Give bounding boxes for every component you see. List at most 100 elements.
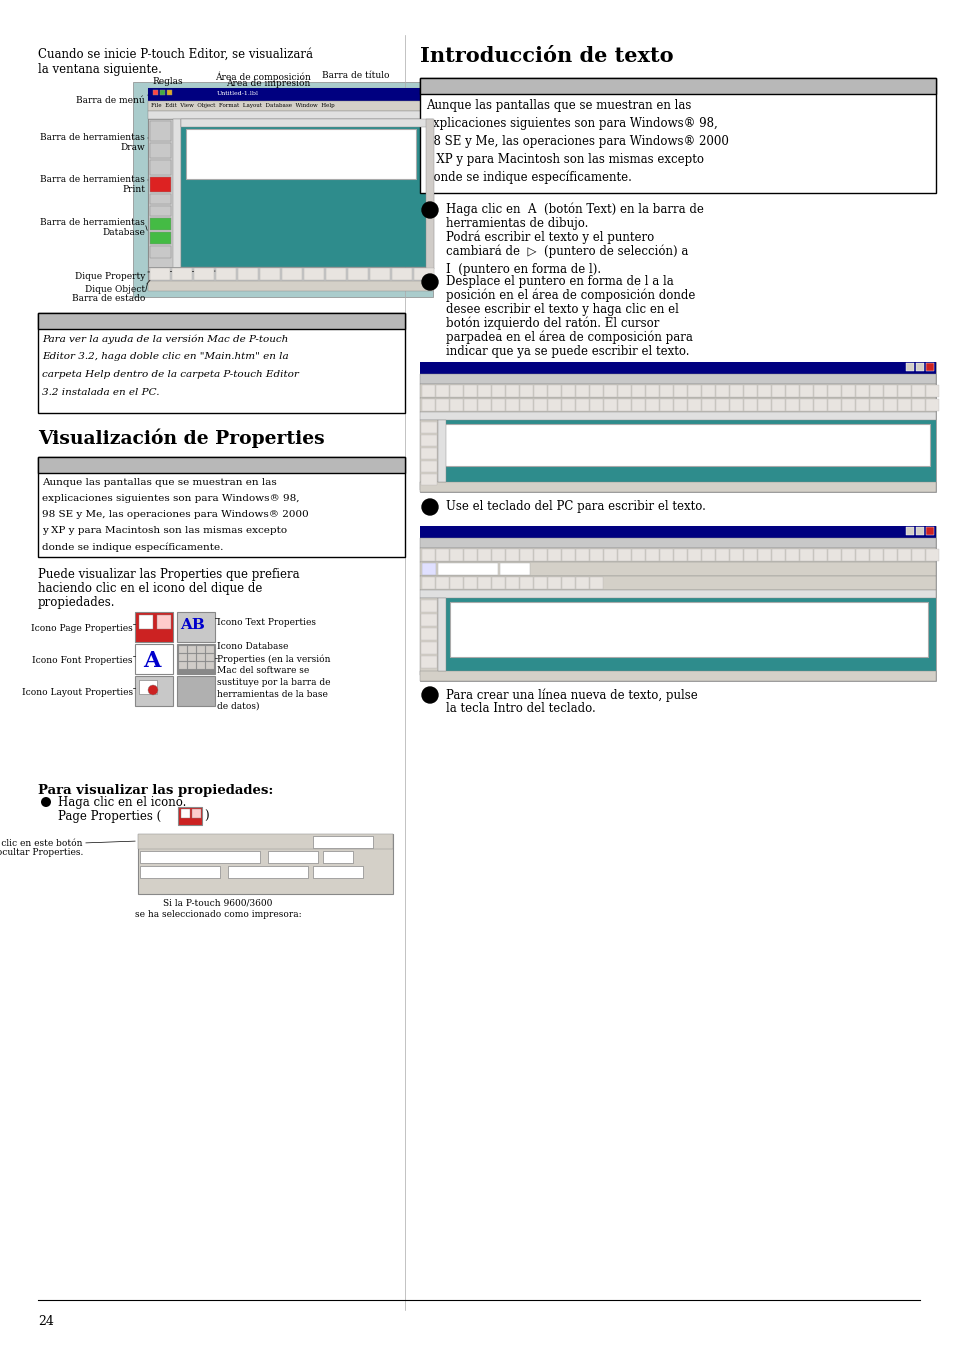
Bar (437, 599, 935, 671)
Text: herramientas de la base: herramientas de la base (216, 690, 328, 700)
Bar (206, 662, 213, 669)
Circle shape (421, 274, 437, 290)
Bar (534, 386, 546, 398)
Bar (631, 549, 644, 561)
Bar (192, 809, 201, 818)
Text: Database: Database (102, 228, 145, 237)
Bar (436, 549, 449, 561)
Bar (419, 538, 935, 549)
Bar (603, 386, 617, 398)
Bar (188, 662, 195, 669)
Bar (813, 549, 826, 561)
Bar (576, 577, 588, 589)
Bar (645, 386, 659, 398)
Text: Para crear una línea nueva de texto, pulse: Para crear una línea nueva de texto, pul… (446, 687, 697, 701)
Bar (492, 386, 504, 398)
Bar (673, 399, 686, 411)
Text: Icono Text Properties: Icono Text Properties (216, 617, 315, 627)
Bar (188, 654, 195, 661)
Bar (188, 646, 195, 652)
Text: NOTA: NOTA (42, 460, 75, 468)
Bar (193, 268, 213, 280)
Bar (659, 399, 672, 411)
Bar (419, 576, 935, 590)
Bar (419, 671, 935, 681)
Bar (150, 177, 171, 191)
Text: Podrá escribir el texto y el puntero: Podrá escribir el texto y el puntero (446, 231, 654, 244)
Bar (463, 549, 476, 561)
Bar (645, 399, 659, 411)
Bar (178, 807, 202, 825)
Bar (419, 78, 935, 193)
Bar (392, 268, 412, 280)
Bar (492, 577, 504, 589)
Bar (135, 612, 172, 642)
Text: File  Edit  View  Insert  Format  Layout  Window  Help: File Edit View Insert Format Layout Wind… (423, 376, 576, 380)
Bar (237, 268, 257, 280)
Bar (758, 386, 770, 398)
Bar (534, 577, 546, 589)
Bar (196, 654, 205, 661)
Bar (419, 549, 935, 562)
Bar (436, 399, 449, 411)
Circle shape (421, 499, 437, 515)
Text: Print: Print (122, 185, 145, 194)
Text: Icono Page Properties: Icono Page Properties (31, 624, 132, 634)
Bar (576, 549, 588, 561)
Bar (589, 399, 602, 411)
Text: y XP y para Macintosh son las mismas excepto: y XP y para Macintosh son las mismas exc… (42, 526, 287, 535)
Bar (477, 399, 491, 411)
Text: propiedades.: propiedades. (38, 596, 115, 609)
Bar (421, 399, 435, 411)
Text: Cuando se inicie P-touch Editor, se visualizará: Cuando se inicie P-touch Editor, se visu… (38, 49, 313, 61)
Bar (915, 363, 923, 371)
Text: Use el teclado del PC para escribir el texto.: Use el teclado del PC para escribir el t… (446, 500, 705, 514)
Text: Dique Property: Dique Property (74, 272, 145, 280)
Bar (177, 612, 214, 642)
Bar (150, 206, 171, 216)
Text: Mac del software se: Mac del software se (216, 666, 309, 675)
Text: explicaciones siguientes son para Windows® 98,: explicaciones siguientes son para Window… (426, 117, 717, 129)
Bar (925, 399, 938, 411)
Text: NOTA: NOTA (424, 80, 460, 92)
Bar (645, 549, 659, 561)
Bar (729, 399, 742, 411)
Bar (150, 218, 171, 231)
Bar (419, 363, 935, 492)
Bar (673, 386, 686, 398)
Bar (911, 549, 924, 561)
Bar (589, 577, 602, 589)
Bar (869, 399, 882, 411)
Text: File  Edit  View  Object  Format  Layout  Database  Window  Help: File Edit View Object Format Layout Data… (151, 102, 335, 108)
Bar (326, 268, 346, 280)
Text: parpadea en el área de composición para: parpadea en el área de composición para (446, 332, 692, 345)
Bar (813, 386, 826, 398)
Bar (150, 232, 171, 244)
Bar (534, 399, 546, 411)
Text: botón izquierdo del ratón. El cursor: botón izquierdo del ratón. El cursor (446, 317, 659, 330)
Bar (631, 386, 644, 398)
Bar (215, 268, 235, 280)
Bar (771, 399, 784, 411)
Text: Área de impresión: Área de impresión (226, 78, 310, 89)
Bar (268, 851, 317, 863)
Bar (827, 399, 841, 411)
Bar (421, 577, 435, 589)
Text: I  (puntero en forma de l).: I (puntero en forma de l). (446, 263, 600, 276)
Bar (827, 549, 841, 561)
Bar (441, 425, 929, 466)
Bar (181, 809, 190, 818)
Text: P-touch Editor - [Layout B]: P-touch Editor - [Layout B] (636, 364, 720, 368)
Circle shape (421, 687, 437, 704)
Bar (139, 679, 157, 694)
Bar (436, 386, 449, 398)
Bar (883, 549, 896, 561)
Bar (758, 549, 770, 561)
Bar (419, 526, 935, 538)
Text: Barra de herramientas: Barra de herramientas (40, 175, 145, 183)
Bar (148, 101, 433, 111)
Bar (420, 435, 436, 446)
Bar (148, 119, 172, 270)
Text: desee escribir el texto y haga clic en el: desee escribir el texto y haga clic en e… (446, 303, 679, 315)
Bar (420, 613, 436, 625)
